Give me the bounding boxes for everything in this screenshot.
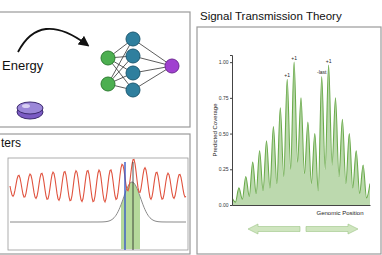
direction-arrow xyxy=(306,224,358,234)
hidden-node xyxy=(126,83,140,97)
figure: Energy ters Signal Transmission Theory 0.00… xyxy=(0,0,382,255)
inset-frame xyxy=(8,158,188,250)
icon-part xyxy=(22,104,30,108)
x-axis xyxy=(233,205,371,206)
y-tick: 1.00 xyxy=(219,59,232,65)
tick-label: 0.75 xyxy=(219,95,229,101)
y-tick: 0.50 xyxy=(219,131,232,137)
panel-frame xyxy=(197,27,381,254)
coverage-line xyxy=(232,62,370,202)
y-tick: 0.75 xyxy=(219,95,232,101)
tick-label: 0.00 xyxy=(219,202,229,208)
input-node xyxy=(101,51,115,65)
plot-marks xyxy=(232,62,370,205)
icon-part xyxy=(17,102,43,114)
hidden-node xyxy=(126,66,140,80)
network xyxy=(101,32,179,97)
tick-mark xyxy=(230,205,232,206)
y-axis: 0.00 0.25 0.50 0.75 1.00 xyxy=(219,56,233,209)
shaded-region xyxy=(121,182,140,249)
output-node xyxy=(165,59,179,73)
parameters-panel: ters xyxy=(0,134,190,254)
y-axis-title: Predicted Coverage xyxy=(212,103,218,157)
y-tick: 0.25 xyxy=(219,166,232,172)
peak-annotation: +1 xyxy=(326,58,332,64)
tick-mark xyxy=(230,169,232,170)
parameters-title: ters xyxy=(1,136,21,150)
tick-label: 0.50 xyxy=(219,131,229,137)
direction-arrow xyxy=(248,224,300,234)
axis-line xyxy=(233,205,371,206)
chart-title: Signal Transmission Theory xyxy=(200,10,342,22)
tick-mark xyxy=(230,98,232,99)
tick-mark xyxy=(230,62,232,63)
y-tick: 0.00 xyxy=(219,202,232,208)
marker-line xyxy=(124,162,125,250)
axis-line xyxy=(230,56,233,206)
peak-annotation: -last xyxy=(317,69,327,75)
molecule-icon xyxy=(17,102,43,119)
coverage-area xyxy=(232,62,370,205)
panel-frame xyxy=(0,12,190,127)
peak-annotation: +1 xyxy=(284,72,290,78)
tick-label: 0.25 xyxy=(219,166,229,172)
peak-annotation: +1 xyxy=(291,55,297,61)
energy-arrow xyxy=(18,29,86,52)
x-axis-title: Genomic Position xyxy=(316,210,363,216)
hidden-node xyxy=(126,32,140,46)
tick-label: 1.00 xyxy=(219,59,229,65)
panel-frame xyxy=(0,134,190,254)
input-node xyxy=(101,77,115,91)
chart-panel: Signal Transmission Theory0.000.250.500.… xyxy=(197,10,381,254)
red-wave xyxy=(10,159,186,202)
energy-label: Energy xyxy=(2,58,44,73)
marker-line xyxy=(133,162,134,250)
hidden-node xyxy=(126,49,140,63)
tick-mark xyxy=(230,134,232,135)
energy-panel: Energy xyxy=(0,12,190,127)
